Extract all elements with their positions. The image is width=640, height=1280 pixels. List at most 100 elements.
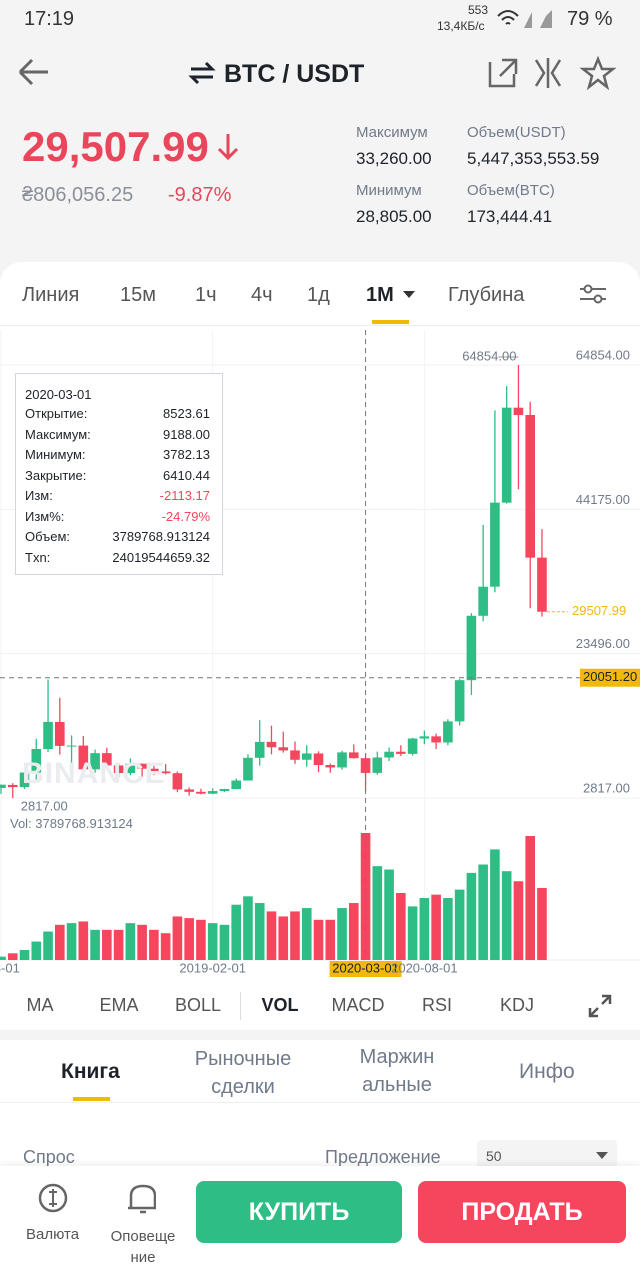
indicator[interactable]: KDJ xyxy=(499,995,534,1015)
volume-bar xyxy=(31,941,42,960)
interval[interactable]: 1ч xyxy=(195,284,217,306)
indicator[interactable]: MACD xyxy=(331,995,385,1015)
tab-underline xyxy=(372,320,409,324)
candle-body xyxy=(419,736,430,739)
candle-body xyxy=(19,772,30,788)
candle-body xyxy=(137,763,147,769)
volume-bar xyxy=(360,833,371,960)
depth: 50 xyxy=(486,1148,502,1164)
tooltip-value: -24.79% xyxy=(161,508,210,524)
candle-body xyxy=(254,741,265,758)
tooltip-label: Изм: xyxy=(25,488,53,503)
settings[interactable] xyxy=(578,282,608,306)
candle-body xyxy=(231,780,241,790)
volume-bar xyxy=(102,929,112,960)
swap-icon[interactable] xyxy=(188,60,216,86)
card xyxy=(0,262,640,322)
tooltip-label: Txn: xyxy=(25,549,51,565)
bid-label: Спрос xyxy=(23,1147,75,1167)
volume-bar xyxy=(478,864,488,960)
sell-button[interactable]: ПРОДАТЬ xyxy=(418,1181,626,1243)
buy-button[interactable]: КУПИТЬ xyxy=(196,1181,402,1243)
candle-body xyxy=(219,789,230,792)
bottom-icons[interactable] xyxy=(36,1180,156,1218)
volume-bar xyxy=(172,916,183,960)
candle-body xyxy=(266,741,277,748)
header-icons[interactable] xyxy=(486,56,616,90)
book-tab[interactable]: Маржин альные xyxy=(337,1043,457,1099)
back[interactable] xyxy=(16,56,52,88)
candle-body xyxy=(337,752,347,768)
divider xyxy=(0,325,640,326)
candle-body xyxy=(454,680,465,722)
volume-bar xyxy=(196,919,206,960)
price: 29,507.99 xyxy=(22,123,209,170)
stat-value: 5,447,353,553.59 xyxy=(467,149,600,168)
stat-value: 28,805.00 xyxy=(356,207,432,226)
stat-label: Объем(BTC) xyxy=(467,182,555,199)
volume-bar xyxy=(384,869,394,960)
down-arrow xyxy=(217,134,239,161)
interval[interactable]: 4ч xyxy=(251,284,273,306)
interval[interactable]: Глубина xyxy=(448,284,525,306)
book-tab-active[interactable]: Книга xyxy=(61,1060,120,1083)
band xyxy=(0,1030,640,1040)
tab-line: альные xyxy=(362,1074,432,1096)
tooltip-value: 9188.00 xyxy=(163,426,210,442)
interval[interactable]: 15м xyxy=(120,284,156,306)
candle-body xyxy=(160,771,171,774)
pair[interactable]: BTC / USDT xyxy=(224,60,365,88)
x-tick-label: 2020-08-01 xyxy=(391,960,458,975)
tooltip-label: Максимум: xyxy=(25,426,91,442)
volume-bar xyxy=(125,923,136,960)
indicator[interactable]: BOLL xyxy=(174,995,222,1015)
candle-body xyxy=(396,751,406,754)
volume-bar xyxy=(396,892,406,960)
volume-bar xyxy=(513,881,524,960)
candle-body xyxy=(490,502,500,587)
candle-body xyxy=(466,615,477,681)
y-tick-label: 44175.00 xyxy=(576,492,630,507)
volume-bar xyxy=(243,896,253,960)
indicator[interactable]: MA xyxy=(26,995,54,1015)
currency[interactable]: Валюта xyxy=(26,1226,80,1243)
candle-body xyxy=(90,753,100,770)
volume-bar xyxy=(419,898,430,960)
interval[interactable]: Линия xyxy=(22,284,80,306)
status-icons xyxy=(497,10,552,28)
interval[interactable]: 1д xyxy=(307,284,330,306)
candle-body xyxy=(501,407,512,503)
volume-bar xyxy=(407,906,418,960)
volume-bar xyxy=(501,871,512,960)
indicator[interactable]: RSI xyxy=(421,995,452,1015)
x-tick-label: 2019-02-01 xyxy=(179,960,246,975)
volume-bar xyxy=(90,929,100,960)
candle-body xyxy=(149,768,159,772)
indicator[interactable]: VOL xyxy=(261,995,299,1015)
volume-bar xyxy=(149,929,159,960)
candle-body xyxy=(43,721,53,749)
stat-value: 33,260.00 xyxy=(356,149,432,168)
stat-label: Минимум xyxy=(356,182,422,199)
candle-body xyxy=(384,751,394,758)
tab-line: сделки xyxy=(211,1076,275,1098)
book-tab[interactable]: Инфо xyxy=(519,1060,575,1083)
candle-body xyxy=(407,738,418,754)
tooltip-value: 6410.44 xyxy=(163,467,210,483)
watermark: BINANCE xyxy=(22,757,166,790)
volume-bar xyxy=(78,921,89,960)
candle-body xyxy=(243,757,253,781)
volume-bar xyxy=(490,849,500,960)
volume-bar xyxy=(55,924,65,960)
interval-active[interactable]: 1М xyxy=(366,284,394,306)
book-tab[interactable]: Рыночные сделки xyxy=(180,1045,306,1101)
indicator[interactable]: EMA xyxy=(99,995,139,1015)
volume-bar xyxy=(301,908,312,960)
alerts[interactable]: Оповеще ние xyxy=(103,1226,183,1268)
volume-bar xyxy=(184,918,194,960)
volume-bar xyxy=(160,933,171,960)
candle-body xyxy=(372,757,383,773)
volume-bar xyxy=(466,872,477,960)
expand[interactable] xyxy=(588,994,612,1018)
